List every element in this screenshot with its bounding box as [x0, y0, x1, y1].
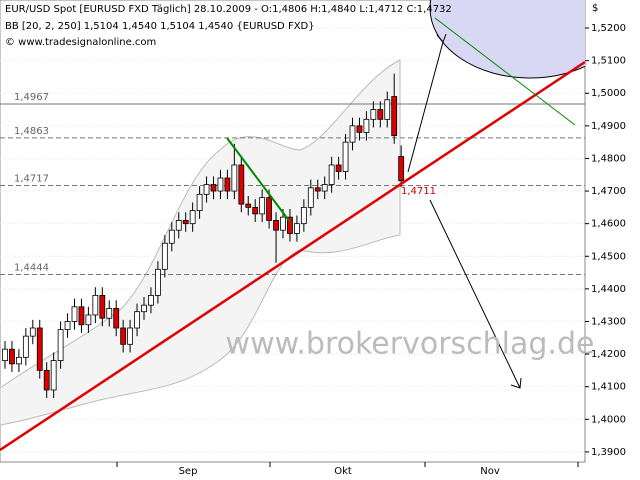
levels: 1,4967 1,4863 1,4717 1,4444 — [0, 92, 585, 276]
candle-body — [384, 99, 391, 120]
candle-body — [224, 177, 231, 192]
x-tick-label: Nov — [480, 466, 500, 477]
candle-body — [252, 206, 259, 215]
candle-body — [356, 125, 363, 133]
candle-body — [287, 216, 293, 234]
candle-body — [57, 329, 64, 362]
candle-body — [196, 193, 203, 212]
arrow-up — [407, 33, 447, 173]
candle-body — [92, 294, 99, 316]
candle-body — [280, 216, 286, 231]
candle-body — [168, 229, 175, 244]
y-tick-label: 1,4700 — [591, 186, 626, 197]
y-tick-label: 1,3900 — [591, 447, 626, 458]
candle-body — [85, 314, 92, 326]
candle-body — [349, 125, 356, 143]
candle-body — [50, 360, 57, 391]
candle-body — [29, 327, 36, 337]
candle-body — [78, 306, 85, 326]
candle-body — [2, 348, 8, 362]
candle-body — [22, 335, 29, 358]
candle-body — [210, 184, 217, 192]
y-tick-label: 1,4600 — [591, 219, 626, 230]
header-line: EUR/USD Spot [EURUSD FXD Täglich] 28.10.… — [5, 4, 452, 15]
candle-body — [363, 118, 370, 133]
header-line: © www.tradesignalonline.com — [5, 37, 156, 48]
y-tick-label: 1,4500 — [591, 251, 626, 262]
y-tick-label: 1,4300 — [591, 316, 626, 327]
candle-body — [134, 311, 140, 329]
annotation: 1,4711 — [401, 186, 436, 197]
candle-body — [127, 327, 133, 345]
candle-body — [377, 109, 384, 120]
candle-body — [245, 203, 252, 208]
cloud-shape — [429, 0, 585, 79]
candle-body — [335, 164, 342, 172]
candle-body — [321, 184, 328, 192]
watermark: www.brokervorschlag.de — [226, 327, 595, 362]
candle-body — [238, 164, 245, 205]
y-tick-label: 1,4900 — [591, 121, 626, 132]
currency: $ — [592, 3, 598, 14]
candle-body — [217, 177, 224, 192]
level-label: 1,4717 — [14, 174, 49, 185]
candle-body — [99, 294, 106, 319]
level-label: 1,4863 — [14, 126, 49, 137]
header-line: BB [20, 2, 250] 1,5104 1,4540 1,5104 1,4… — [5, 21, 315, 32]
candle-body — [391, 96, 398, 137]
candle-body — [328, 164, 335, 185]
candle-body — [342, 141, 349, 172]
candle-body — [307, 187, 314, 208]
candle-body — [141, 304, 147, 313]
x-tick-label: Okt — [334, 466, 352, 477]
candle-body — [293, 223, 300, 234]
green-line — [434, 17, 576, 126]
y-tick-label: 1,4800 — [591, 153, 626, 164]
candle-body — [154, 268, 161, 296]
candle-body — [259, 197, 266, 215]
candle-body — [300, 206, 307, 225]
candle-body — [120, 327, 127, 345]
level-label: 1,4967 — [14, 92, 49, 103]
y-tick-label: 1,4200 — [591, 349, 626, 360]
bollinger-band — [0, 59, 401, 426]
candle-body — [273, 220, 279, 231]
y-tick-label: 1,4400 — [591, 284, 626, 295]
arrow-down — [429, 199, 522, 389]
trend-line — [0, 60, 586, 452]
candle-body — [182, 220, 189, 225]
candle-body — [398, 156, 405, 182]
candle-body — [64, 321, 71, 331]
candle-body — [370, 109, 377, 120]
y-tick-label: 1,4100 — [591, 382, 626, 393]
x-tick-label: Sep — [179, 466, 198, 477]
y-tick-label: 1,5200 — [591, 23, 626, 34]
candle-body — [175, 220, 182, 231]
candle-body — [113, 308, 120, 329]
candle-body — [15, 356, 22, 365]
level-label: 1,4444 — [14, 263, 49, 274]
candle-body — [148, 294, 154, 306]
candle-body — [106, 308, 113, 319]
y-tick-label: 1,4000 — [591, 414, 626, 425]
y-tick-label: 1,5000 — [591, 88, 626, 99]
y-tick-label: 1,5100 — [591, 56, 626, 67]
candle-body — [314, 187, 321, 192]
candle-body — [9, 348, 15, 365]
arrows — [407, 33, 522, 389]
candle-body — [71, 306, 78, 322]
candle-body — [36, 327, 43, 371]
candle-body — [161, 242, 168, 270]
candle-body — [189, 210, 196, 225]
candle-body — [43, 369, 50, 391]
candle-body — [231, 164, 238, 192]
candle-body — [266, 197, 273, 221]
green-trend-line — [226, 137, 291, 223]
candle-body — [203, 184, 210, 195]
axes: 1,3900 1,4000 1,4100 1,4200 1,4300 1,4400 1,45… — [116, 23, 626, 477]
